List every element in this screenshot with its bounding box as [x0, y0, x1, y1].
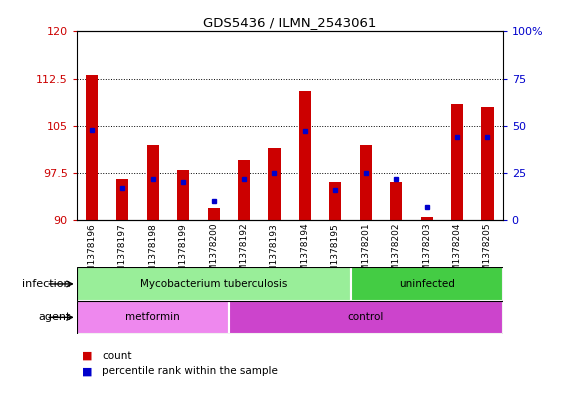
Bar — [299, 91, 311, 220]
Text: infection: infection — [22, 279, 71, 289]
Bar — [238, 160, 250, 220]
Bar — [147, 145, 159, 220]
Bar — [229, 301, 503, 334]
Bar — [329, 182, 341, 220]
Bar — [390, 182, 402, 220]
Text: count: count — [102, 351, 132, 361]
Bar — [116, 179, 128, 220]
Text: uninfected: uninfected — [399, 279, 454, 289]
Text: Mycobacterium tuberculosis: Mycobacterium tuberculosis — [140, 279, 287, 289]
Bar — [350, 267, 503, 301]
Text: ■: ■ — [82, 366, 93, 376]
Text: percentile rank within the sample: percentile rank within the sample — [102, 366, 278, 376]
Bar — [360, 145, 372, 220]
Title: GDS5436 / ILMN_2543061: GDS5436 / ILMN_2543061 — [203, 16, 377, 29]
Bar — [451, 104, 463, 220]
Text: agent: agent — [39, 312, 71, 322]
Text: metformin: metformin — [126, 312, 180, 322]
Bar — [482, 107, 494, 220]
Bar — [420, 217, 433, 220]
Bar — [207, 208, 220, 220]
Text: ■: ■ — [82, 351, 93, 361]
Bar — [86, 75, 98, 220]
Bar — [77, 301, 229, 334]
Bar — [177, 170, 189, 220]
Bar — [268, 148, 281, 220]
Text: control: control — [348, 312, 384, 322]
Bar — [77, 267, 350, 301]
